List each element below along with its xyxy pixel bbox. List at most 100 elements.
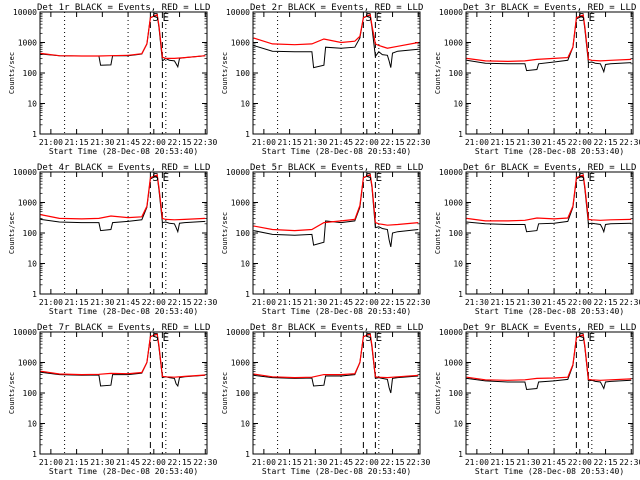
y-tick-label: 100 (236, 69, 251, 78)
series-events-line (466, 15, 632, 74)
plot-frame (39, 331, 208, 455)
y-tick-label: 10000 (226, 328, 250, 337)
chart-panel-5: Det 5r BLACK = Events, RED = LLD 1 10 100 10… (221, 163, 431, 316)
y-tick-label: 10000 (13, 8, 37, 17)
y-tick-label: 10000 (226, 168, 250, 177)
y-tick-label: 10 (453, 420, 463, 429)
x-tick-label: 21:45 (116, 458, 140, 467)
annotation-e: E (589, 11, 596, 24)
annotation-e: E (589, 331, 596, 344)
x-tick-label: 22:15 (594, 138, 618, 147)
y-axis-label: Counts/sec (221, 212, 229, 254)
series-events-line (40, 175, 206, 234)
annotation-e: E (163, 11, 170, 24)
x-tick-label: 22:30 (193, 298, 217, 307)
series-events-line (253, 333, 419, 394)
x-axis-label: Start Time (28-Dec-08 20:53:40) (49, 307, 198, 316)
annotation-s: S (578, 11, 585, 24)
x-axis-label: Start Time (28-Dec-08 20:53:40) (262, 307, 411, 316)
x-tick-label: 22:30 (619, 298, 640, 307)
x-tick-label: 22:15 (168, 138, 192, 147)
x-tick-label: 22:00 (142, 298, 166, 307)
chart-panel-1: Det 1r BLACK = Events, RED = LLD 1 10 100 10… (8, 3, 218, 156)
x-tick-label: 21:45 (542, 458, 566, 467)
y-tick-label: 1000 (231, 199, 250, 208)
y-axis-label: Counts/sec (221, 52, 229, 94)
plot-frame (252, 171, 421, 295)
x-tick-label: 22:30 (193, 138, 217, 147)
y-tick-label: 1000 (444, 199, 463, 208)
plot-frame (39, 171, 208, 295)
plot-frame (465, 11, 634, 135)
x-tick-label: 21:45 (542, 138, 566, 147)
plot-frame (465, 331, 634, 455)
y-tick-label: 100 (23, 229, 38, 238)
x-tick-label: 21:30 (516, 458, 540, 467)
annotation-s: S (365, 171, 372, 184)
annotation-e: E (163, 331, 170, 344)
chart-panel-2: Det 2r BLACK = Events, RED = LLD 1 10 100 10… (221, 3, 431, 156)
series-lld-line (466, 174, 632, 222)
series-lld-line (466, 14, 632, 63)
x-tick-label: 22:00 (142, 458, 166, 467)
x-tick-label: 22:15 (594, 458, 618, 467)
y-tick-label: 10000 (439, 8, 463, 17)
x-tick-label: 21:00 (39, 298, 63, 307)
y-axis-label: Counts/sec (434, 52, 442, 94)
chart-panel-3: Det 3r BLACK = Events, RED = LLD 1 10 100 10… (434, 3, 640, 156)
x-axis-label: Start Time (28-Dec-08 20:53:40) (475, 467, 624, 476)
x-tick-label: 22:30 (406, 458, 430, 467)
x-tick-label: 21:15 (278, 298, 302, 307)
x-tick-label: 21:15 (491, 458, 515, 467)
x-tick-label: 22:00 (355, 138, 379, 147)
chart-panel-7: Det 7r BLACK = Events, RED = LLD 1 10 100 10… (8, 323, 218, 476)
annotation-e: E (589, 171, 596, 184)
y-tick-label: 1000 (231, 359, 250, 368)
x-tick-label: 22:15 (381, 298, 405, 307)
y-tick-label: 1000 (231, 39, 250, 48)
x-tick-label: 21:45 (329, 138, 353, 147)
y-tick-label: 100 (449, 69, 464, 78)
x-axis-label: Start Time (28-Dec-08 20:53:40) (475, 307, 624, 316)
y-tick-label: 10 (27, 420, 37, 429)
chart-panel-6: Det 6r BLACK = Events, RED = LLD 1 10 100 10… (434, 163, 640, 316)
y-tick-label: 1000 (18, 199, 37, 208)
x-tick-label: 21:15 (65, 298, 89, 307)
x-tick-label: 22:00 (568, 458, 592, 467)
y-tick-label: 10000 (439, 328, 463, 337)
plot-frame (252, 331, 421, 455)
x-tick-label: 21:30 (90, 458, 114, 467)
x-tick-label: 22:15 (381, 458, 405, 467)
series-events-line (466, 175, 632, 234)
x-tick-label: 21:30 (465, 298, 489, 307)
x-tick-label: 22:15 (381, 138, 405, 147)
x-tick-label: 22:15 (168, 298, 192, 307)
x-tick-label: 21:00 (465, 138, 489, 147)
y-tick-label: 1 (245, 130, 250, 139)
y-axis-label: Counts/sec (8, 372, 16, 414)
y-tick-label: 10000 (13, 168, 37, 177)
x-tick-label: 21:00 (252, 458, 276, 467)
series-lld-line (253, 173, 419, 232)
series-lld-line (253, 13, 419, 49)
chart-title: Det 8r BLACK = Events, RED = LLD (250, 323, 423, 333)
x-tick-label: 21:30 (90, 298, 114, 307)
y-tick-label: 10000 (226, 8, 250, 17)
x-tick-label: 21:30 (516, 138, 540, 147)
annotation-e: E (376, 331, 383, 344)
y-tick-label: 1 (458, 130, 463, 139)
plot-frame (465, 171, 634, 295)
x-tick-label: 21:45 (116, 298, 140, 307)
chart-title: Det 1r BLACK = Events, RED = LLD (37, 3, 210, 13)
x-tick-label: 21:15 (65, 138, 89, 147)
annotation-e: E (376, 171, 383, 184)
chart-title: Det 7r BLACK = Events, RED = LLD (37, 323, 210, 333)
x-tick-label: 21:30 (303, 138, 327, 147)
y-tick-label: 100 (23, 389, 38, 398)
chart-title: Det 4r BLACK = Events, RED = LLD (37, 163, 210, 173)
x-tick-label: 22:30 (406, 138, 430, 147)
x-tick-label: 21:30 (303, 458, 327, 467)
chart-title: Det 2r BLACK = Events, RED = LLD (250, 3, 423, 13)
y-axis-label: Counts/sec (8, 52, 16, 94)
x-axis-label: Start Time (28-Dec-08 20:53:40) (262, 467, 411, 476)
